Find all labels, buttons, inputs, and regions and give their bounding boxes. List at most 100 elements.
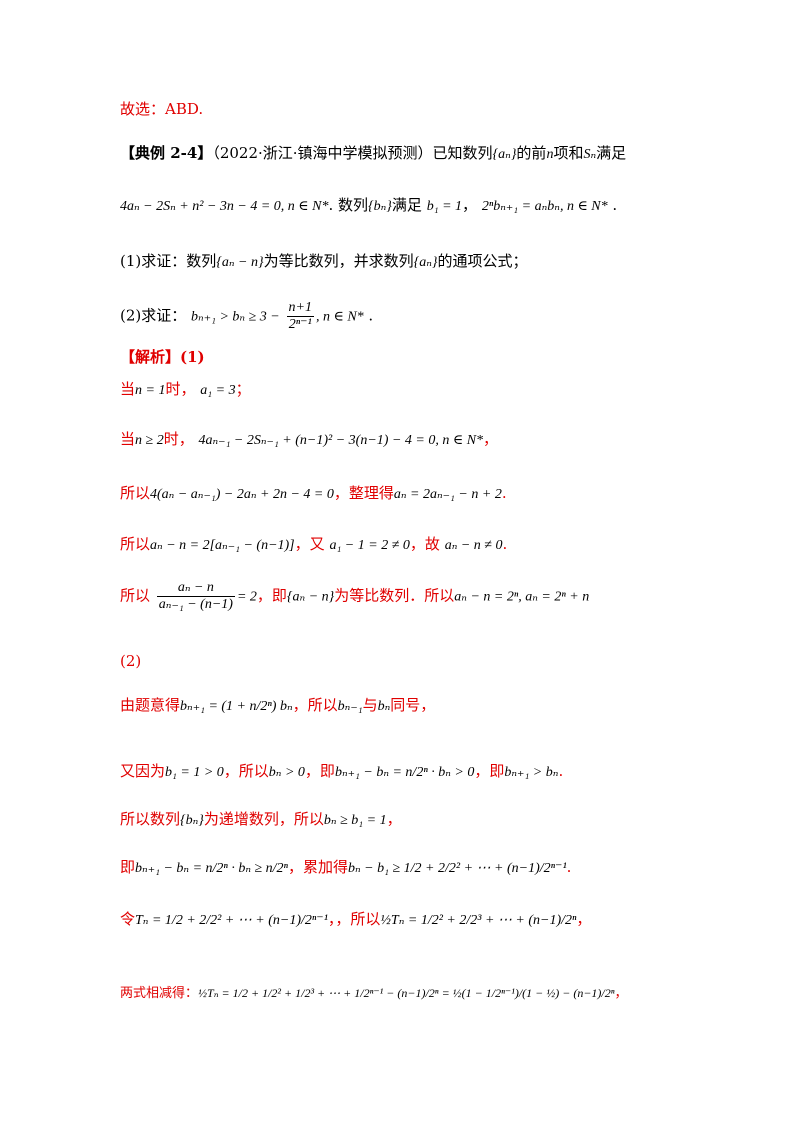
solution-header: 【解析】(1) bbox=[120, 348, 205, 366]
sol-line-7: 又因为b₁ = 1 > 0，所以bₙ > 0，即bₙ₊₁ − bₙ = n/2ⁿ… bbox=[120, 760, 740, 784]
math: n = 1 bbox=[135, 383, 166, 398]
text: (2)求证： bbox=[120, 306, 187, 325]
b1-formula: b₁ = 1 bbox=[426, 199, 463, 214]
math: = 2 bbox=[236, 589, 257, 605]
math: 4(aₙ − aₙ₋₁) − 2aₙ + 2n − 4 = 0 bbox=[150, 487, 334, 502]
text: ，又 bbox=[294, 535, 325, 553]
text: 当 bbox=[120, 430, 136, 448]
math: {aₙ} bbox=[413, 255, 438, 270]
math: bₙ − b₁ ≥ 1/2 + 2/2² + ⋯ + (n−1)/2ⁿ⁻¹ bbox=[348, 861, 567, 876]
math: aₙ = 2aₙ₋₁ − n + 2 bbox=[393, 487, 502, 502]
text: ， bbox=[614, 986, 628, 1001]
math: b₁ = 1 > 0 bbox=[165, 765, 224, 780]
part1: (1)求证：数列{aₙ − n}为等比数列，并求数列{aₙ}的通项公式； bbox=[120, 250, 740, 274]
sol-line-6: 由题意得bₙ₊₁ = (1 + n/2ⁿ) bₙ，所以bₙ₋₁与bₙ同号， bbox=[120, 694, 740, 718]
text: 两式相减得： bbox=[120, 986, 199, 1001]
text: 所以数列 bbox=[120, 810, 181, 828]
text: 满足 bbox=[596, 144, 627, 162]
text: ，，所以 bbox=[327, 910, 381, 928]
math: bₙ ≥ b₁ = 1 bbox=[323, 813, 387, 828]
var-s: Sₙ bbox=[583, 147, 597, 162]
sol-line-10: 令Tₙ = 1/2 + 2/2² + ⋯ + (n−1)/2ⁿ⁻¹，，所以½Tₙ… bbox=[120, 908, 740, 932]
example-tag: 【典例 2-4】 bbox=[120, 144, 213, 162]
denominator: aₙ₋₁ − (n−1) bbox=[158, 597, 233, 612]
sol-line-1: 当n = 1时， a₁ = 3； bbox=[120, 378, 740, 402]
text: ，所以 bbox=[223, 762, 269, 780]
text: 即 bbox=[120, 858, 136, 876]
math: {aₙ − n} bbox=[216, 255, 264, 270]
text: 同号， bbox=[390, 696, 436, 714]
text: 当 bbox=[120, 380, 136, 398]
example-condition: 4aₙ − 2Sₙ + n² − 3n − 4 = 0, n ∈ N*. 数列{… bbox=[120, 196, 618, 214]
math: bₙ₊₁ > bₙ bbox=[504, 765, 559, 780]
text: 所以 bbox=[120, 586, 151, 605]
sol-line-3: 所以4(aₙ − aₙ₋₁) − 2aₙ + 2n − 4 = 0，整理得aₙ … bbox=[120, 482, 740, 506]
math: a₁ − 1 = 2 ≠ 0 bbox=[329, 538, 410, 553]
math: bₙ₊₁ > bₙ ≥ 3 − bbox=[191, 309, 280, 325]
seq-a: {aₙ} bbox=[492, 147, 517, 162]
sol-line-11: 两式相减得：½Tₙ = 1/2 + 1/2² + 1/2³ + ⋯ + 1/2ⁿ… bbox=[120, 982, 740, 1005]
math: aₙ − n = 2[aₙ₋₁ − (n−1)] bbox=[150, 538, 295, 553]
text: 的前 bbox=[516, 144, 547, 162]
math: aₙ − n ≠ 0 bbox=[444, 538, 503, 553]
text: ， bbox=[483, 430, 499, 448]
text: (1)求证：数列 bbox=[120, 252, 217, 270]
sol-line-9: 即bₙ₊₁ − bₙ = n/2ⁿ · bₙ ≥ n/2ⁿ，累加得bₙ − b₁… bbox=[120, 856, 740, 880]
part2: (2)求证： bₙ₊₁ > bₙ ≥ 3 − n+1 2ⁿ⁻¹, n ∈ N* . bbox=[120, 300, 374, 333]
text: . bbox=[502, 535, 508, 553]
cond-formula: 4aₙ − 2Sₙ + n² − 3n − 4 = 0, n ∈ N* bbox=[120, 199, 329, 214]
text: ，即 bbox=[304, 762, 335, 780]
math: aₙ − n = 2ⁿ, aₙ = 2ⁿ + n bbox=[454, 589, 590, 605]
denominator: 2ⁿ⁻¹ bbox=[288, 317, 312, 332]
text: 满足 bbox=[391, 196, 422, 214]
math: n ≥ 2 bbox=[135, 433, 164, 448]
text: 令 bbox=[120, 910, 136, 928]
math: a₁ = 3 bbox=[200, 383, 236, 398]
math: 4aₙ₋₁ − 2Sₙ₋₁ + (n−1)² − 3(n−1) − 4 = 0,… bbox=[198, 433, 484, 448]
text: . bbox=[558, 762, 564, 780]
text: 为等比数列．所以 bbox=[334, 586, 455, 605]
numerator: aₙ − n bbox=[156, 580, 235, 597]
math: , n ∈ N* bbox=[315, 309, 364, 325]
math: bₙ₊₁ − bₙ = n/2ⁿ · bₙ > 0 bbox=[334, 765, 475, 780]
text: . bbox=[501, 484, 507, 502]
text: ，即 bbox=[256, 586, 287, 605]
text: 所以 bbox=[120, 484, 151, 502]
text: . bbox=[566, 858, 572, 876]
math: bₙ₊₁ − bₙ = n/2ⁿ · bₙ ≥ n/2ⁿ bbox=[135, 861, 288, 876]
text: ，所以 bbox=[292, 696, 338, 714]
math: bₙ bbox=[377, 699, 391, 714]
var-n: n bbox=[546, 147, 554, 162]
sol-line-5: 所以 aₙ − n aₙ₋₁ − (n−1) = 2，即{aₙ − n}为等比数列．… bbox=[120, 580, 740, 613]
text: 与 bbox=[362, 696, 378, 714]
math: Tₙ = 1/2 + 2/2² + ⋯ + (n−1)/2ⁿ⁻¹ bbox=[135, 913, 328, 928]
text: ，故 bbox=[409, 535, 440, 553]
sol-line-2: 当n ≥ 2时， 4aₙ₋₁ − 2Sₙ₋₁ + (n−1)² − 3(n−1)… bbox=[120, 428, 740, 452]
sol-line-4: 所以aₙ − n = 2[aₙ₋₁ − (n−1)]，又 a₁ − 1 = 2 … bbox=[120, 533, 740, 557]
text: ， bbox=[386, 810, 402, 828]
text: ，累加得 bbox=[287, 858, 348, 876]
text: ，即 bbox=[474, 762, 505, 780]
math: {aₙ − n} bbox=[286, 589, 335, 605]
math: ½Tₙ = 1/2² + 2/2³ + ⋯ + (n−1)/2ⁿ bbox=[380, 913, 577, 928]
example-title: 【典例 2-4】（2022·浙江·镇海中学模拟预测）已知数列{aₙ}的前n项和S… bbox=[120, 142, 740, 166]
fraction: aₙ − n aₙ₋₁ − (n−1) bbox=[156, 580, 235, 613]
part2-header: (2) bbox=[120, 652, 142, 670]
recurrence-formula: 2ⁿbₙ₊₁ = aₙbₙ, n ∈ N* bbox=[481, 199, 608, 214]
text: ，整理得 bbox=[333, 484, 394, 502]
answer-line: 故选：ABD. bbox=[120, 100, 204, 118]
math: bₙ₋₁ bbox=[337, 699, 363, 714]
math: bₙ > 0 bbox=[268, 765, 305, 780]
fraction: n+1 2ⁿ⁻¹ bbox=[286, 300, 314, 333]
text: 所以 bbox=[120, 535, 151, 553]
seq-b: {bₙ} bbox=[368, 199, 392, 214]
text: 由题意得 bbox=[120, 696, 181, 714]
text: 又因为 bbox=[120, 762, 166, 780]
text: ； bbox=[235, 380, 251, 398]
example-source: （2022·浙江·镇海中学模拟预测）已知数列 bbox=[212, 144, 493, 162]
text: 时， bbox=[165, 380, 196, 398]
text: . 数列 bbox=[328, 196, 369, 214]
text: ， bbox=[576, 910, 592, 928]
math: ½Tₙ = 1/2 + 1/2² + 1/2³ + ⋯ + 1/2ⁿ⁻¹ − (… bbox=[198, 986, 615, 1000]
math: {bₙ} bbox=[180, 813, 204, 828]
